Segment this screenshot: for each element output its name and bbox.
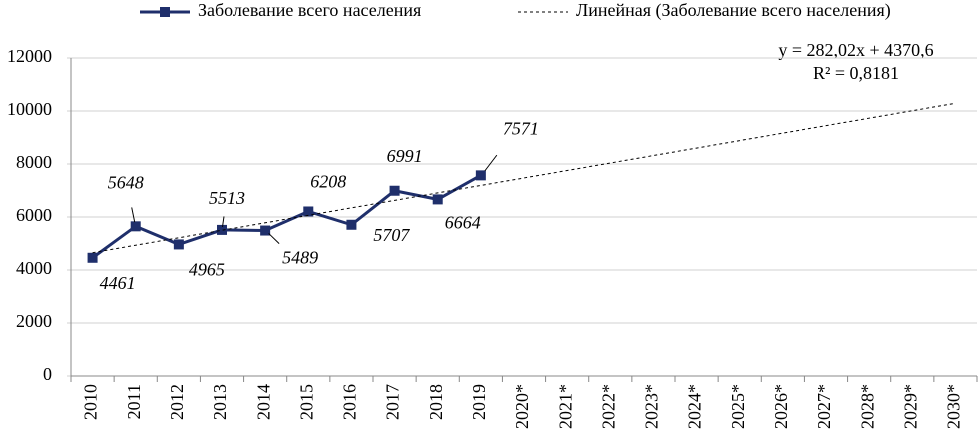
y-tick-label: 12000	[7, 46, 52, 66]
marker	[389, 185, 400, 196]
y-tick-label: 6000	[16, 205, 52, 225]
x-tick-label: 2028*	[857, 384, 877, 429]
x-tick-label: 2014	[253, 384, 273, 420]
x-tick-label: 2017	[383, 384, 403, 420]
data-label: 5707	[373, 225, 410, 245]
x-tick-label: 2021*	[555, 384, 575, 429]
marker	[130, 221, 141, 232]
x-tick-label: 2026*	[771, 384, 791, 429]
data-label: 7571	[503, 118, 539, 138]
series-line	[92, 102, 956, 254]
data-label: 4965	[189, 260, 225, 280]
marker	[432, 194, 443, 205]
marker	[173, 239, 184, 250]
marker	[217, 224, 227, 235]
x-tick-label: 2018	[426, 384, 446, 420]
x-tick-label: 2019	[469, 384, 489, 420]
x-tick-label: 2012	[167, 384, 187, 420]
marker	[87, 252, 98, 263]
leader-line	[484, 154, 498, 172]
data-label: 6208	[310, 172, 346, 192]
y-tick-label: 8000	[16, 152, 52, 172]
y-tick-label: 2000	[16, 311, 52, 331]
leader-line	[222, 216, 225, 227]
legend-label: Линейная (Заболевание всего населения)	[576, 0, 891, 21]
data-label: 5513	[209, 188, 245, 208]
legend-label: Заболевание всего населения	[198, 0, 421, 20]
data-label: 6991	[387, 146, 423, 166]
x-tick-label: 2011	[124, 384, 144, 419]
marker	[260, 225, 271, 236]
marker	[475, 170, 486, 181]
x-tick-label: 2010	[81, 384, 101, 420]
marker	[303, 206, 314, 217]
y-tick-label: 4000	[16, 258, 52, 278]
legend-marker	[160, 7, 170, 17]
x-tick-label: 2030*	[944, 384, 964, 429]
x-tick-label: 2024*	[685, 384, 705, 429]
x-tick-label: 2022*	[598, 384, 618, 429]
x-tick-label: 2013	[210, 384, 230, 420]
data-label: 5648	[108, 172, 144, 192]
data-label: 5489	[282, 248, 318, 268]
x-tick-label: 2020*	[512, 384, 532, 429]
data-label: 4461	[100, 273, 136, 293]
marker	[346, 219, 357, 230]
x-tick-label: 2027*	[814, 384, 834, 429]
x-tick-label: 2016	[340, 384, 360, 420]
x-tick-label: 2029*	[900, 384, 920, 429]
series-line	[91, 174, 482, 259]
trend-equation: y = 282,02x + 4370,6	[778, 40, 933, 60]
leader-line	[268, 233, 280, 244]
leader-line	[131, 207, 136, 223]
trend-r2: R² = 0,8181	[813, 63, 899, 83]
x-tick-label: 2023*	[642, 384, 662, 429]
data-label: 6664	[445, 213, 481, 233]
y-tick-label: 0	[43, 364, 52, 384]
x-tick-label: 2015	[296, 384, 316, 420]
y-tick-label: 10000	[7, 99, 52, 119]
x-tick-label: 2025*	[728, 384, 748, 429]
